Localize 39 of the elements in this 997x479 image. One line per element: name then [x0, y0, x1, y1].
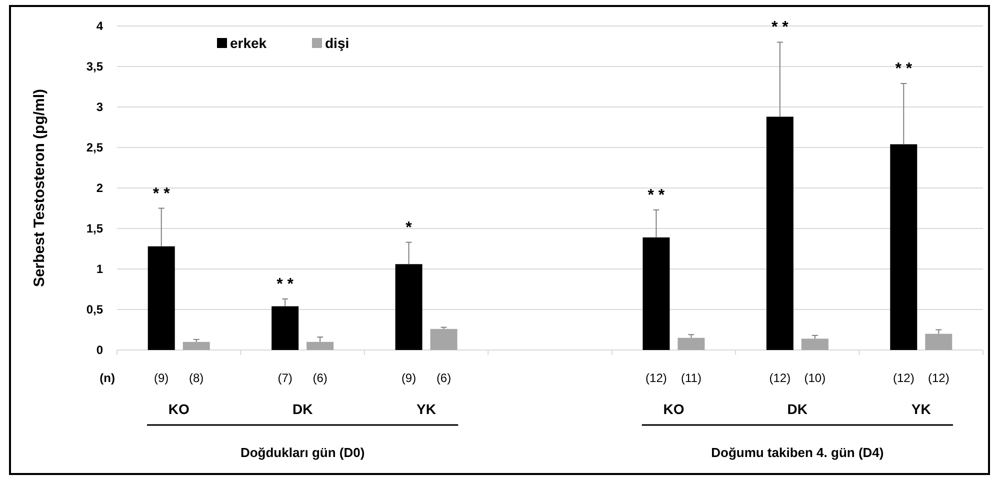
annotation: * * [152, 185, 171, 202]
text: (8) [189, 371, 204, 385]
y-tick-label: 2,5 [86, 140, 104, 154]
y-tick-label: 1,5 [86, 222, 104, 236]
y-tick-label: 4 [96, 19, 104, 33]
text: Doğumu takiben 4. gün (D4) [711, 445, 884, 460]
text: (9) [154, 371, 169, 385]
annotation: * * [648, 186, 666, 204]
x-tick-label: KO [168, 401, 190, 417]
y-tick-label: 0 [96, 343, 104, 357]
text: (7) [278, 371, 292, 385]
y-tick-label: 0,5 [86, 302, 104, 316]
text: (12) [646, 371, 667, 385]
x-tick-label: YK [911, 401, 931, 417]
text: (6) [436, 371, 452, 385]
text: (6) [312, 371, 328, 385]
annotation: * * [276, 276, 294, 293]
y-tick-label: 3 [96, 100, 104, 114]
annotation: * * [895, 60, 913, 78]
x-tick-label: DK [292, 401, 313, 417]
y-axis-title: Serbest Testosteron (pg/ml) [31, 88, 48, 288]
text: Doğdukları gün (D0) [240, 445, 365, 460]
text: (12) [892, 371, 914, 385]
y-tick-label: 1 [96, 262, 104, 276]
text: (12) [769, 371, 791, 385]
annotation: * * [771, 19, 790, 36]
x-tick-label: KO [663, 401, 684, 417]
text: (10) [804, 371, 826, 385]
legend-label: dişi [325, 35, 350, 51]
y-tick-label: 2 [96, 181, 104, 195]
x-tick-label: DK [787, 401, 808, 417]
annotation: * [406, 219, 413, 236]
text: (12) [928, 371, 950, 385]
text: (9) [401, 371, 416, 385]
text: (11) [680, 371, 702, 385]
text: (n) [100, 371, 115, 385]
legend-label: erkek [230, 35, 267, 51]
y-tick-label: 3,5 [86, 60, 104, 74]
x-tick-label: YK [416, 401, 436, 417]
